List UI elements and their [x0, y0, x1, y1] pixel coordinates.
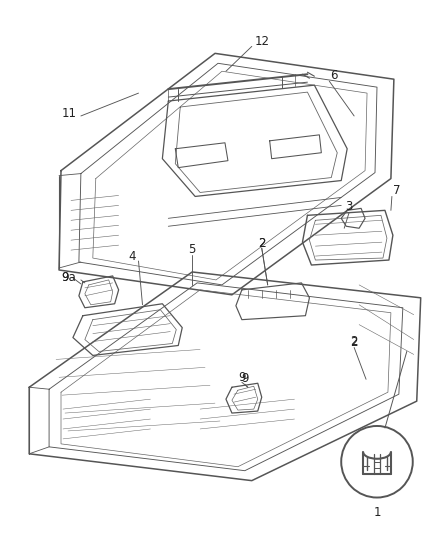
Text: 7: 7: [393, 184, 401, 197]
Text: 3: 3: [346, 200, 353, 213]
Text: 9a: 9a: [62, 271, 76, 285]
Text: 4: 4: [129, 249, 136, 263]
Text: 9: 9: [61, 271, 69, 285]
Text: 2: 2: [258, 237, 265, 249]
Text: 9: 9: [241, 372, 249, 385]
Text: 2: 2: [258, 237, 265, 249]
Text: 12: 12: [254, 35, 269, 48]
Text: 2: 2: [350, 336, 358, 349]
Text: 9: 9: [238, 371, 246, 384]
Text: 11: 11: [61, 108, 77, 120]
Text: 1: 1: [373, 506, 381, 519]
Text: 2: 2: [350, 335, 358, 348]
Text: 5: 5: [188, 243, 196, 256]
Text: 6: 6: [331, 69, 338, 82]
